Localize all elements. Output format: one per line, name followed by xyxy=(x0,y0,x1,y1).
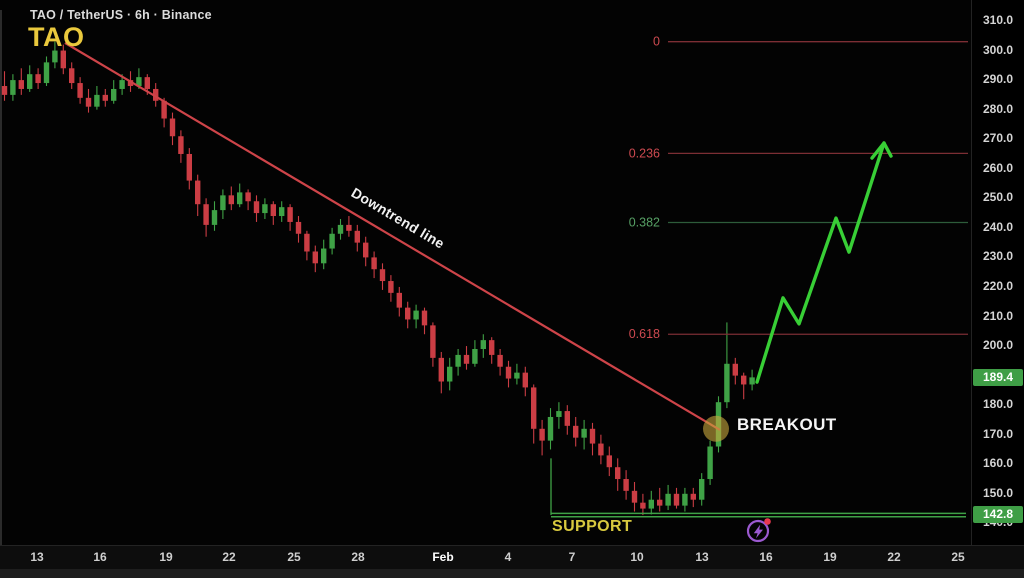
price-tick-label: 180.0 xyxy=(982,397,1014,412)
time-axis[interactable]: 13 16 19 22 25 28 Feb 4 7 10 13 16 19 22 25 xyxy=(0,545,1024,570)
price-tick-label: 150.0 xyxy=(982,485,1014,500)
svg-text:0.618: 0.618 xyxy=(629,327,660,341)
time-tick-label: 19 xyxy=(823,550,837,564)
time-tick-label: 16 xyxy=(759,550,773,564)
price-tick-label: 310.0 xyxy=(982,13,1014,27)
symbol-watermark-text[interactable]: TAO xyxy=(28,22,85,52)
price-tick-label: 230.0 xyxy=(982,249,1014,264)
fib-retracement-layer[interactable]: 0 0.236 0.382 0.618 xyxy=(629,35,968,342)
price-tick-label: 160.0 xyxy=(982,456,1014,471)
price-tick-label: 280.0 xyxy=(982,101,1014,116)
time-tick-label: 16 xyxy=(93,550,107,564)
breakout-circle[interactable] xyxy=(703,415,729,442)
support-price-badge: 142.8 xyxy=(973,506,1023,523)
breakout-text-label[interactable]: BREAKOUT xyxy=(737,415,837,434)
lightning-bolt-glyph xyxy=(753,524,763,539)
svg-text:0.382: 0.382 xyxy=(629,216,660,230)
time-tick-label: 10 xyxy=(630,550,644,564)
current-price-badge: 189.4 xyxy=(973,369,1023,386)
price-tick-label: 270.0 xyxy=(982,131,1014,146)
time-tick-label: 19 xyxy=(159,550,173,564)
bottom-bar xyxy=(0,569,1024,578)
price-tick-label: 200.0 xyxy=(982,338,1014,353)
time-tick-label: 25 xyxy=(951,550,965,564)
downtrend-line[interactable] xyxy=(64,41,721,431)
time-tick-label: 7 xyxy=(568,550,576,564)
time-tick-label: 28 xyxy=(351,550,365,564)
svg-text:0.236: 0.236 xyxy=(629,146,660,160)
price-tick-label: 260.0 xyxy=(982,160,1014,175)
time-tick-label: 25 xyxy=(287,550,301,564)
time-tick-label: 13 xyxy=(30,550,44,564)
price-tick-label: 250.0 xyxy=(982,190,1014,205)
price-axis[interactable]: 310.0 300.0 290.0 280.0 270.0 260.0 250.0 240.0… xyxy=(971,0,1024,545)
support-line[interactable] xyxy=(550,458,966,518)
price-tick-label: 290.0 xyxy=(982,72,1014,87)
time-tick-label: Feb xyxy=(432,550,454,564)
candles-layer xyxy=(1,41,755,516)
time-tick-label: 4 xyxy=(504,550,512,564)
svg-text:0: 0 xyxy=(653,35,660,49)
price-tick-label: 220.0 xyxy=(982,278,1014,293)
symbol-title: TAO / TetherUS · 6h · Binance xyxy=(30,8,212,22)
price-tick-label: 170.0 xyxy=(982,426,1014,441)
lightning-idea-icon[interactable] xyxy=(744,516,774,546)
price-tick-label: 300.0 xyxy=(982,42,1014,57)
time-tick-label: 22 xyxy=(887,550,901,564)
price-tick-label: 240.0 xyxy=(982,219,1014,234)
window-left-edge xyxy=(0,10,2,568)
notification-dot xyxy=(764,518,771,525)
time-tick-label: 13 xyxy=(695,550,709,564)
price-tick-label: 210.0 xyxy=(982,308,1014,323)
projection-arrow[interactable] xyxy=(755,141,893,384)
support-text-label[interactable]: SUPPORT xyxy=(552,518,633,535)
time-tick-label: 22 xyxy=(222,550,236,564)
